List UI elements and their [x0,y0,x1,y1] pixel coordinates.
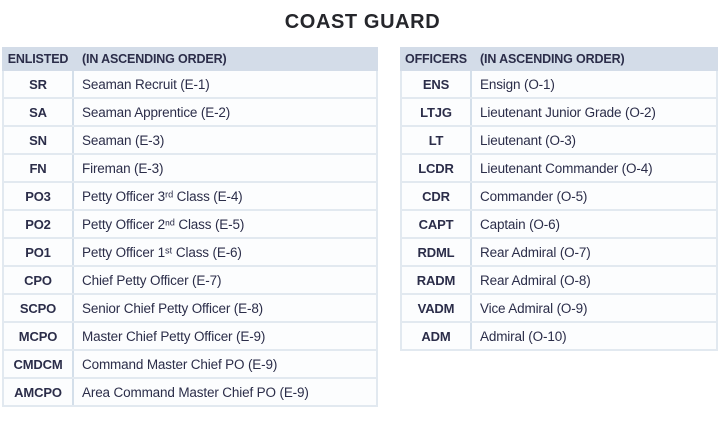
table-row: LTJG Lieutenant Junior Grade (O-2) [402,99,716,127]
rank-abbr: VADM [402,295,472,321]
table-row: LT Lieutenant (O-3) [402,127,716,155]
rank-desc: Area Command Master Chief PO (E-9) [82,384,309,400]
table-row: PO1 Petty Officer 1ˢᵗ Class (E-6) [4,239,376,267]
table-row: VADM Vice Admiral (O-9) [402,295,716,323]
table-row: CAPT Captain (O-6) [402,211,716,239]
rank-desc: Lieutenant (O-3) [480,132,576,148]
rank-desc: Petty Officer 2ⁿᵈ Class (E-5) [82,216,245,232]
rank-abbr: CMDCM [4,351,74,377]
rank-abbr: ADM [402,323,472,349]
rank-abbr: PO1 [4,239,74,265]
rank-desc: Master Chief Petty Officer (E-9) [82,328,266,344]
rank-desc: Commander (O-5) [480,188,588,204]
table-row: MCPO Master Chief Petty Officer (E-9) [4,323,376,351]
rank-abbr: SN [4,127,74,153]
rank-desc: Senior Chief Petty Officer (E-8) [82,300,264,316]
rank-desc: Admiral (O-10) [480,328,567,344]
rank-abbr: LTJG [402,99,472,125]
enlisted-table-body: SR Seaman Recruit (E-1) SA Seaman Appren… [2,71,378,407]
enlisted-rank-table: ENLISTED (IN ASCENDING ORDER) SR Seaman … [2,47,378,407]
table-row: SN Seaman (E-3) [4,127,376,155]
rank-desc: Command Master Chief PO (E-9) [82,356,278,372]
rank-desc: Vice Admiral (O-9) [480,300,588,316]
table-row: RADM Rear Admiral (O-8) [402,267,716,295]
table-row: ENS Ensign (O-1) [402,71,716,99]
ascending-order-label: (IN ASCENDING ORDER) [82,52,227,66]
table-row: AMCPO Area Command Master Chief PO (E-9) [4,379,376,407]
rank-abbr: FN [4,155,74,181]
officers-rank-table: OFFICERS (IN ASCENDING ORDER) ENS Ensign… [400,47,718,351]
officers-table-header: OFFICERS (IN ASCENDING ORDER) [400,47,718,71]
ascending-order-label: (IN ASCENDING ORDER) [480,52,625,66]
table-row: SR Seaman Recruit (E-1) [4,71,376,99]
table-row: PO2 Petty Officer 2ⁿᵈ Class (E-5) [4,211,376,239]
table-row: FN Fireman (E-3) [4,155,376,183]
rank-desc: Rear Admiral (O-7) [480,244,591,260]
enlisted-column-header: ENLISTED [7,52,69,66]
rank-desc: Petty Officer 3ʳᵈ Class (E-4) [82,188,243,204]
table-row: CMDCM Command Master Chief PO (E-9) [4,351,376,379]
rank-desc: Chief Petty Officer (E-7) [82,272,222,288]
rank-abbr: SA [4,99,74,125]
rank-desc: Fireman (E-3) [82,160,164,176]
rank-abbr: RDML [402,239,472,265]
page-title: COAST GUARD [284,11,441,33]
rank-abbr: AMCPO [4,379,74,405]
table-row: CDR Commander (O-5) [402,183,716,211]
rank-desc: Rear Admiral (O-8) [480,272,591,288]
rank-desc: Lieutenant Junior Grade (O-2) [480,104,656,120]
table-row: RDML Rear Admiral (O-7) [402,239,716,267]
rank-abbr: CPO [4,267,74,293]
rank-abbr: SCPO [4,295,74,321]
rank-desc: Lieutenant Commander (O-4) [480,160,653,176]
rank-abbr: PO3 [4,183,74,209]
rank-desc: Ensign (O-1) [480,76,555,92]
rank-desc: Seaman Apprentice (E-2) [82,104,231,120]
table-row: ADM Admiral (O-10) [402,323,716,351]
rank-abbr: RADM [402,267,472,293]
rank-desc: Seaman (E-3) [82,132,165,148]
table-row: LCDR Lieutenant Commander (O-4) [402,155,716,183]
rank-abbr: ENS [402,71,472,97]
table-row: SCPO Senior Chief Petty Officer (E-8) [4,295,376,323]
table-row: SA Seaman Apprentice (E-2) [4,99,376,127]
rank-desc: Captain (O-6) [480,216,560,232]
rank-desc: Petty Officer 1ˢᵗ Class (E-6) [82,244,242,260]
officers-table-body: ENS Ensign (O-1) LTJG Lieutenant Junior … [400,71,718,351]
officers-column-header: OFFICERS [405,52,467,66]
rank-desc: Seaman Recruit (E-1) [82,76,210,92]
enlisted-table-header: ENLISTED (IN ASCENDING ORDER) [2,47,378,71]
rank-abbr: MCPO [4,323,74,349]
rank-abbr: SR [4,71,74,97]
rank-abbr: CAPT [402,211,472,237]
rank-abbr: PO2 [4,211,74,237]
table-row: PO3 Petty Officer 3ʳᵈ Class (E-4) [4,183,376,211]
table-row: CPO Chief Petty Officer (E-7) [4,267,376,295]
rank-abbr: LT [402,127,472,153]
rank-abbr: CDR [402,183,472,209]
rank-abbr: LCDR [402,155,472,181]
